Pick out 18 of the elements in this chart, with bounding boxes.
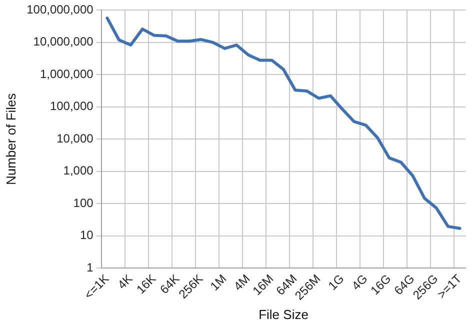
y-tick-label: 1,000 bbox=[63, 164, 94, 178]
x-tick-label: 4K bbox=[114, 272, 136, 292]
x-tick-label: 16K bbox=[134, 272, 159, 297]
y-tick-label: 1 bbox=[86, 260, 94, 274]
x-tick-label: 4M bbox=[231, 272, 253, 294]
x-tick-label: 16G bbox=[368, 272, 394, 298]
y-tick-label: 100,000 bbox=[50, 99, 94, 114]
y-tick-label: 1,000,000 bbox=[40, 66, 94, 81]
y-tick-label: 100,000,000 bbox=[26, 2, 94, 17]
y-axis-title: Number of Files bbox=[3, 92, 18, 185]
x-tick-label: 1M bbox=[208, 272, 230, 294]
x-axis-title: File Size bbox=[258, 306, 308, 322]
y-tick-label: 10,000,000 bbox=[33, 34, 94, 49]
x-tick-label: 4G bbox=[349, 272, 370, 293]
y-tick-label: 100 bbox=[73, 196, 94, 210]
x-tick-label: 1G bbox=[326, 272, 347, 293]
y-tick-label: 10,000 bbox=[56, 131, 94, 146]
y-tick-label: 10 bbox=[80, 228, 94, 242]
